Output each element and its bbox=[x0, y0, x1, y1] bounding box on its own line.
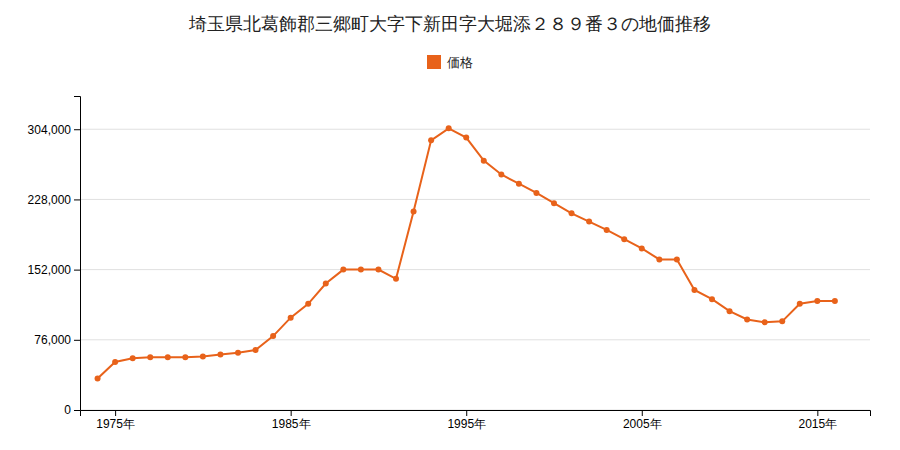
marker bbox=[112, 359, 118, 365]
marker bbox=[375, 267, 381, 273]
marker bbox=[621, 236, 627, 242]
y-tick: 304,000 bbox=[28, 123, 80, 137]
title: 埼玉県北葛飾郡三郷町大字下新田字大堀添２８９番３の地価推移 bbox=[188, 13, 711, 34]
y-tick: 152,000 bbox=[28, 263, 80, 277]
marker bbox=[253, 347, 259, 353]
x-tick-label: 1975年 bbox=[96, 417, 135, 431]
grid-line bbox=[80, 199, 870, 200]
x-tick: 2005年 bbox=[623, 410, 662, 431]
marker bbox=[639, 245, 645, 251]
y-tick-label: 152,000 bbox=[28, 263, 72, 277]
y-tick-label: 228,000 bbox=[28, 193, 72, 207]
x-tick-mark bbox=[466, 410, 467, 416]
y-tick-mark bbox=[74, 199, 80, 200]
marker bbox=[569, 210, 575, 216]
x-tick-label: 1995年 bbox=[447, 417, 486, 431]
marker bbox=[656, 256, 662, 262]
legend: 価格 bbox=[427, 55, 473, 70]
grid-line bbox=[80, 129, 870, 130]
x-tick-label: 1985年 bbox=[272, 417, 311, 431]
marker bbox=[235, 350, 241, 356]
marker bbox=[358, 267, 364, 273]
marker bbox=[814, 298, 820, 304]
y-tick-mark bbox=[74, 129, 80, 130]
y-tick-mark bbox=[74, 340, 80, 341]
marker bbox=[95, 376, 101, 382]
y-axis: 0 76,000 152,000 228,000 304,000 bbox=[28, 97, 81, 418]
marker bbox=[270, 333, 276, 339]
data bbox=[95, 125, 838, 381]
marker bbox=[411, 208, 417, 214]
grid bbox=[80, 129, 870, 410]
marker bbox=[533, 190, 539, 196]
marker bbox=[586, 219, 592, 225]
marker bbox=[217, 352, 223, 358]
grid-line bbox=[80, 339, 870, 340]
marker bbox=[305, 301, 311, 307]
marker bbox=[340, 267, 346, 273]
marker bbox=[165, 354, 171, 360]
y-tick-mark bbox=[74, 270, 80, 271]
y-tick-label: 304,000 bbox=[28, 123, 72, 137]
x-tick-mark bbox=[115, 410, 116, 416]
marker bbox=[323, 280, 329, 286]
legend-label: 価格 bbox=[447, 55, 473, 70]
y-tick-label: 76,000 bbox=[34, 333, 71, 347]
marker bbox=[481, 158, 487, 164]
x-axis: 1975年 1985年 1995年 2005年 2015年 bbox=[81, 410, 871, 431]
line bbox=[98, 128, 835, 378]
x-tick: 2015年 bbox=[798, 410, 837, 431]
x-tick-label: 2015年 bbox=[798, 417, 837, 431]
marker bbox=[288, 315, 294, 321]
marker bbox=[516, 181, 522, 187]
x-tick-mark bbox=[817, 410, 818, 416]
legend-swatch bbox=[427, 55, 441, 69]
marker bbox=[604, 227, 610, 233]
x-tick: 1995年 bbox=[447, 410, 486, 431]
marker bbox=[147, 354, 153, 360]
y-tick: 76,000 bbox=[34, 333, 80, 347]
grid-line bbox=[80, 269, 870, 270]
chart: 埼玉県北葛飾郡三郷町大字下新田字大堀添２８９番３の地価推移1975年1985年1… bbox=[0, 0, 900, 450]
x-tick: 1985年 bbox=[272, 410, 311, 431]
x-tick-label: 2005年 bbox=[623, 417, 662, 431]
x-tick-mark bbox=[642, 410, 643, 416]
y-tick-label: 0 bbox=[64, 403, 71, 417]
x-axis-line bbox=[81, 411, 871, 417]
marker bbox=[797, 301, 803, 307]
x-tick-mark bbox=[291, 410, 292, 416]
marker bbox=[779, 318, 785, 324]
marker bbox=[446, 125, 452, 131]
marker bbox=[551, 200, 557, 206]
plot: 1975年 1985年 1995年 2005年 2015年 0 76,000 152,000 2… bbox=[28, 97, 871, 431]
y-tick-mark bbox=[74, 410, 80, 411]
marker bbox=[428, 137, 434, 143]
marker bbox=[182, 354, 188, 360]
marker bbox=[832, 298, 838, 304]
marker bbox=[463, 135, 469, 141]
x-tick: 1975年 bbox=[96, 410, 135, 431]
marker bbox=[200, 353, 206, 359]
y-tick: 228,000 bbox=[28, 193, 80, 207]
marker bbox=[727, 308, 733, 314]
marker bbox=[130, 355, 136, 361]
legend-item: 価格 bbox=[427, 55, 473, 70]
marker bbox=[762, 319, 768, 325]
marker bbox=[498, 172, 504, 178]
y-tick: 0 bbox=[64, 403, 80, 417]
marker bbox=[709, 296, 715, 302]
marker bbox=[674, 256, 680, 262]
marker bbox=[744, 316, 750, 322]
marker bbox=[691, 287, 697, 293]
marker bbox=[393, 276, 399, 282]
y-axis-line bbox=[74, 97, 81, 411]
